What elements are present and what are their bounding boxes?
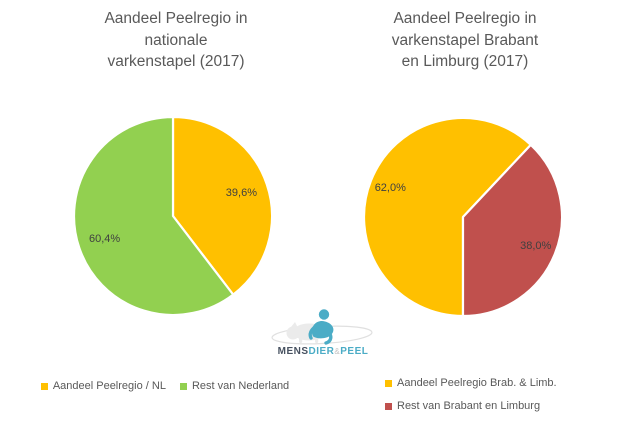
legend-label: Rest van Brabant en Limburg [397,400,541,412]
legend-label: Aandeel Peelregio Brab. & Limb. [397,377,557,389]
legend-swatch-icon [40,382,48,390]
chart-title-national: Aandeel Peelregio in nationale varkensta… [104,10,248,70]
logo-text-part: DIER [308,346,335,357]
legend-item: Aandeel Peelregio / NL [40,380,166,392]
legend-national: Aandeel Peelregio / NL Rest van Nederland [0,380,330,392]
legend-brabant-limburg: Aandeel Peelregio Brab. & Limb. Rest van … [385,377,557,412]
legend-label: Rest van Nederland [191,380,290,392]
pie-slice-1 [72,115,235,317]
logo-text-part: & [334,347,341,356]
legend-item: Rest van Brabant en Limburg [385,400,540,412]
logo-text-part: PEEL [340,346,369,357]
legend-swatch-icon [385,402,392,410]
legend-item: Rest van Nederland [179,380,290,392]
pie-chart-national: 39,6% 60,4% [72,115,274,317]
legend-swatch-icon [385,379,392,387]
pie-slice-1 [461,143,564,318]
pie-slice-label-0: 39,6% [226,187,257,199]
logo-text: MENSDIER&PEEL [268,346,378,358]
legend-label: Aandeel Peelregio / NL [52,380,166,392]
person-pig-icon [271,309,373,345]
chart-title-brabant-limburg: Aandeel Peelregio in varkenstapel Braban… [391,10,539,70]
pie-slice-label-1: 60,4% [89,233,120,245]
pie-slice-label-0: 62,0% [375,182,406,194]
logo-text-part: MENS [277,346,309,357]
legend-item: Aandeel Peelregio Brab. & Limb. [385,377,557,389]
pie-slice-0 [171,115,274,296]
legend-swatch-icon [179,382,187,390]
pie-chart-brabant-limburg: 62,0% 38,0% [362,116,564,318]
person-silhouette [308,309,334,345]
pie-slice-label-1: 38,0% [520,240,551,252]
mensdierenpeel-logo: MENSDIER&PEEL [268,308,378,364]
pie-slice-0 [362,116,532,318]
